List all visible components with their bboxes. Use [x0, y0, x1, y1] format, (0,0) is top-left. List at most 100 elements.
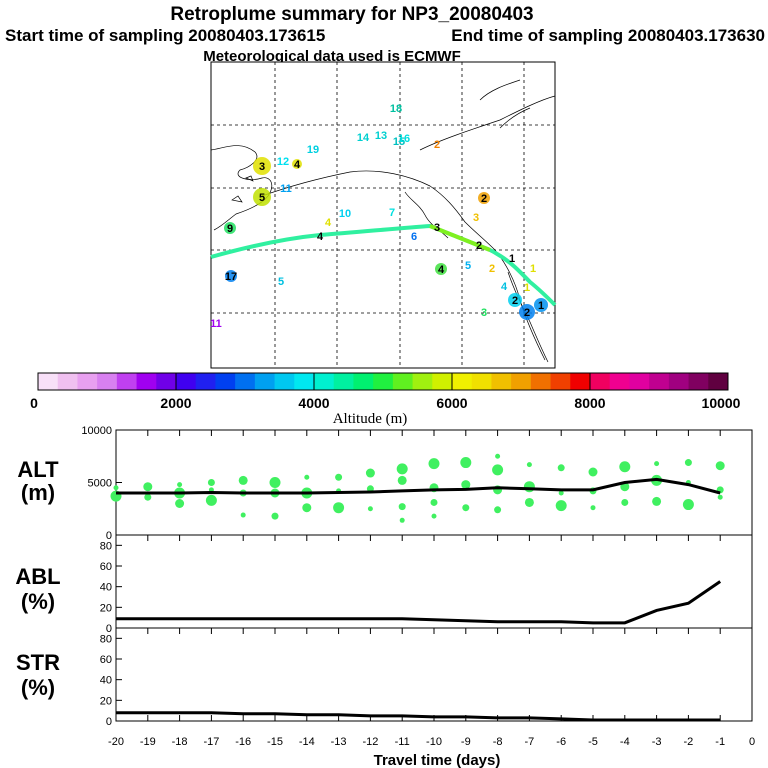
alt-cluster-point — [144, 493, 152, 501]
str-frame — [115, 627, 753, 722]
x-tick-label: -11 — [395, 736, 410, 748]
map-marker-label: 11 — [210, 318, 222, 330]
abl-ytick-label: 0 — [106, 623, 112, 635]
end-time-label: End time of sampling 20080403.173630 — [451, 26, 765, 45]
colorbar-swatch — [235, 373, 256, 390]
colorbar-tick-6000: 6000 — [436, 395, 467, 411]
alt-cluster-point — [590, 505, 596, 511]
plume-trajectory-east — [429, 224, 491, 252]
str-ytick-label: 60 — [100, 654, 112, 666]
colorbar-swatch — [530, 373, 552, 390]
alt-cluster-point — [494, 506, 502, 514]
colorbar-swatch — [176, 373, 197, 390]
colorbar-swatch — [649, 373, 670, 390]
map-marker-label: 16 — [398, 133, 410, 145]
alt-cluster-point — [555, 500, 567, 512]
colorbar-swatch — [156, 373, 177, 390]
colorbar-swatch — [215, 373, 236, 390]
colorbar-swatch — [452, 373, 473, 390]
main-title: Retroplume summary for NP3_20080403 — [170, 4, 533, 25]
x-tick-label: -12 — [362, 736, 378, 748]
alt-cluster-point — [495, 453, 501, 459]
colorbar-swatch — [77, 373, 98, 390]
abl-ytick-label: 40 — [100, 582, 112, 594]
str-panel: STR (%) 0 20 40 60 80 — [16, 627, 753, 728]
map-marker-label: 4 — [294, 159, 301, 171]
alt-cluster-point — [619, 461, 631, 473]
alt-cluster-point — [558, 490, 564, 496]
met-data-label: Meteorological data used is ECMWF — [203, 48, 461, 65]
colorbar-swatch — [609, 373, 630, 390]
alt-cluster-point — [205, 494, 217, 506]
colorbar-tick-2000: 2000 — [160, 395, 191, 411]
alt-cluster-point — [207, 479, 215, 486]
alt-cluster-point — [654, 461, 660, 467]
alt-cluster-point — [430, 498, 438, 506]
alt-ytick-label: 5000 — [88, 478, 112, 490]
map-marker-label: 6 — [411, 231, 417, 243]
alt-cluster-point — [335, 473, 343, 481]
map-marker-label: 11 — [280, 183, 292, 195]
colorbar-swatch — [38, 373, 59, 390]
colorbar-swatch — [195, 373, 216, 390]
alt-cluster-point — [621, 498, 629, 506]
alt-ytick-label: 0 — [106, 530, 112, 542]
alt-cluster-point — [271, 512, 279, 520]
str-ytick-label: 80 — [100, 633, 112, 645]
map-marker-label: 7 — [389, 207, 395, 219]
colorbar-swatch — [471, 373, 492, 390]
x-tick-label: -7 — [525, 736, 535, 748]
travel-time-axis: -20 -19 -18 -17 -16 -15 -14 -13 -12 -11 -10 -9 -8 -7-… — [108, 715, 755, 748]
alt-cluster-point — [365, 468, 375, 478]
alt-cluster-point — [240, 512, 246, 518]
map-marker-label: 2 — [434, 139, 440, 151]
alt-cluster-point — [462, 504, 470, 512]
x-tick-label: 0 — [749, 736, 755, 748]
colorbar-swatch — [254, 373, 276, 390]
colorbar-tick-4000: 4000 — [298, 395, 329, 411]
alt-cluster-point — [269, 477, 281, 488]
colorbar-swatch — [392, 373, 414, 390]
alt-cluster-point — [460, 457, 472, 469]
map-marker-label: 2 — [476, 240, 482, 252]
alt-cluster-point — [684, 459, 692, 467]
alt-cluster-point — [143, 482, 153, 492]
alt-cluster-point — [526, 462, 532, 468]
alt-cluster-point — [588, 467, 598, 477]
colorbar-title: Altitude (m) — [333, 411, 408, 427]
map-marker-label: 4 — [317, 231, 324, 243]
colorbar-swatch — [57, 373, 78, 390]
colorbar-swatch — [136, 373, 157, 390]
colorbar-swatch — [688, 373, 709, 390]
map-marker-dot — [478, 192, 490, 204]
alt-cluster-point — [238, 475, 248, 485]
map-marker-dot — [435, 263, 447, 275]
str-ytick-label: 40 — [100, 675, 112, 687]
map-marker-label: 2 — [524, 307, 530, 319]
map-marker-dot — [292, 159, 302, 169]
x-tick-label: -19 — [140, 736, 156, 748]
map-marker-label: 17 — [225, 271, 237, 283]
map-marker-label: 4 — [438, 264, 445, 276]
map-marker-label: 5 — [465, 260, 471, 272]
map-marker-label: 3 — [473, 212, 479, 224]
colorbar-swatch — [432, 373, 453, 390]
map-marker-label: 13 — [375, 130, 387, 142]
x-tick-label: -5 — [588, 736, 598, 748]
x-tick-label: -13 — [331, 736, 347, 748]
colorbar-swatch — [550, 373, 571, 390]
colorbar-swatch — [491, 373, 512, 390]
map-marker-label: 3 — [434, 222, 440, 234]
colorbar-swatch — [294, 373, 315, 390]
alt-cluster-point — [398, 503, 406, 511]
map-marker-dot — [225, 270, 237, 282]
colorbar-frame — [37, 372, 729, 391]
colorbar-swatch — [97, 373, 118, 390]
abl-ytick-label: 20 — [100, 602, 112, 614]
map-marker-label: 9 — [227, 223, 233, 235]
map-marker-label: 1 — [538, 300, 544, 312]
alt-cluster-point — [431, 513, 437, 519]
alt-cluster-point — [523, 481, 535, 493]
str-ytick-label: 20 — [100, 695, 112, 707]
